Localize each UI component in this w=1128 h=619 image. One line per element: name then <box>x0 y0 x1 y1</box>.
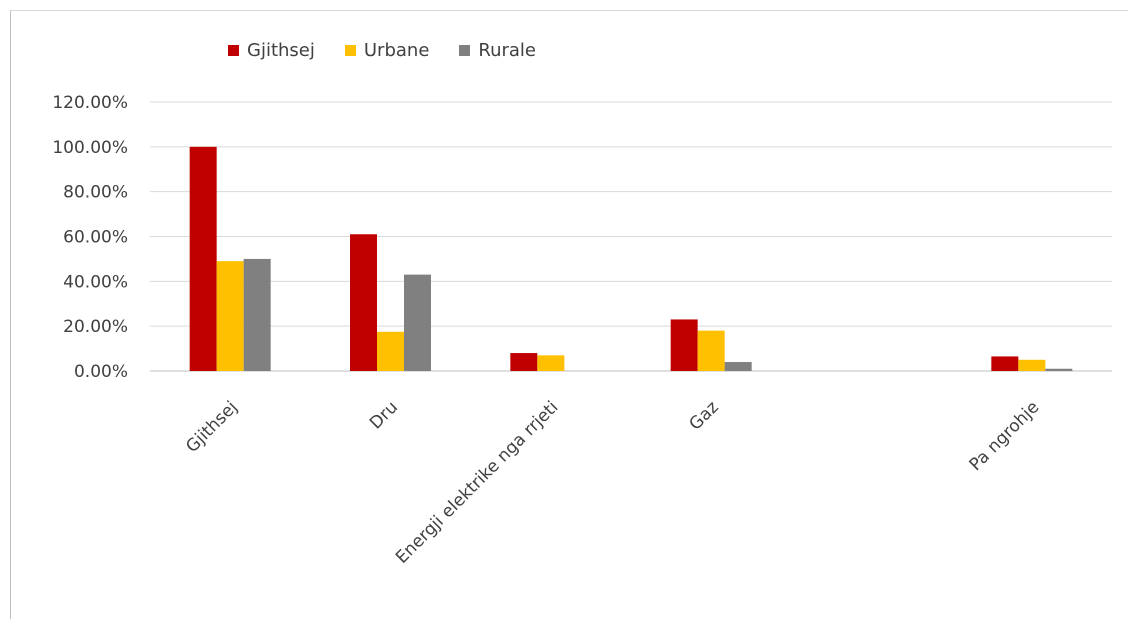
y-tick-label: 100.00% <box>52 138 128 158</box>
bar-rurale <box>724 362 752 371</box>
y-tick-label: 80.00% <box>63 183 128 203</box>
chart-frame <box>10 10 1128 619</box>
bar-gjithsej <box>510 353 538 371</box>
bar-gjithsej <box>991 356 1019 371</box>
bar-urbane <box>697 330 725 371</box>
legend-item-rurale: Rurale <box>459 40 536 61</box>
legend-item-urbane: Urbane <box>344 40 430 61</box>
bar-rurale <box>1045 368 1073 371</box>
y-tick-label: 120.00% <box>52 93 128 113</box>
legend-label-urbane: Urbane <box>363 40 430 61</box>
x-category-label: Dru <box>366 397 402 433</box>
y-tick-label: 60.00% <box>63 228 128 248</box>
y-tick-label: 40.00% <box>63 272 128 292</box>
legend-item-gjithsej: Gjithsej <box>228 40 315 61</box>
y-tick-label: 0.00% <box>74 362 128 382</box>
bar-rurale <box>243 258 271 371</box>
bar-rurale <box>404 274 431 371</box>
y-tick-label: 20.00% <box>63 317 128 337</box>
bar-urbane <box>377 331 404 371</box>
legend-swatch-urbane <box>344 45 356 56</box>
bar-gjithsej <box>350 234 377 371</box>
bar-urbane <box>537 355 565 371</box>
x-category-label: Energji elektrike nga rrjeti <box>392 397 562 567</box>
legend-swatch-rurale <box>459 45 471 56</box>
bar-urbane <box>216 261 244 371</box>
x-category-label: Gaz <box>686 397 723 434</box>
x-category-label: Pa ngrohje <box>966 397 1044 475</box>
x-category-label: Gjithsej <box>182 397 241 456</box>
legend-swatch-gjithsej <box>228 45 239 56</box>
bar-gjithsej <box>189 146 217 371</box>
legend-label-rurale: Rurale <box>478 40 537 61</box>
bar-gjithsej <box>670 319 698 371</box>
legend-label-gjithsej: Gjithsej <box>247 40 315 61</box>
legend: Gjithsej Urbane Rurale <box>228 40 536 61</box>
bar-urbane <box>1018 359 1046 371</box>
